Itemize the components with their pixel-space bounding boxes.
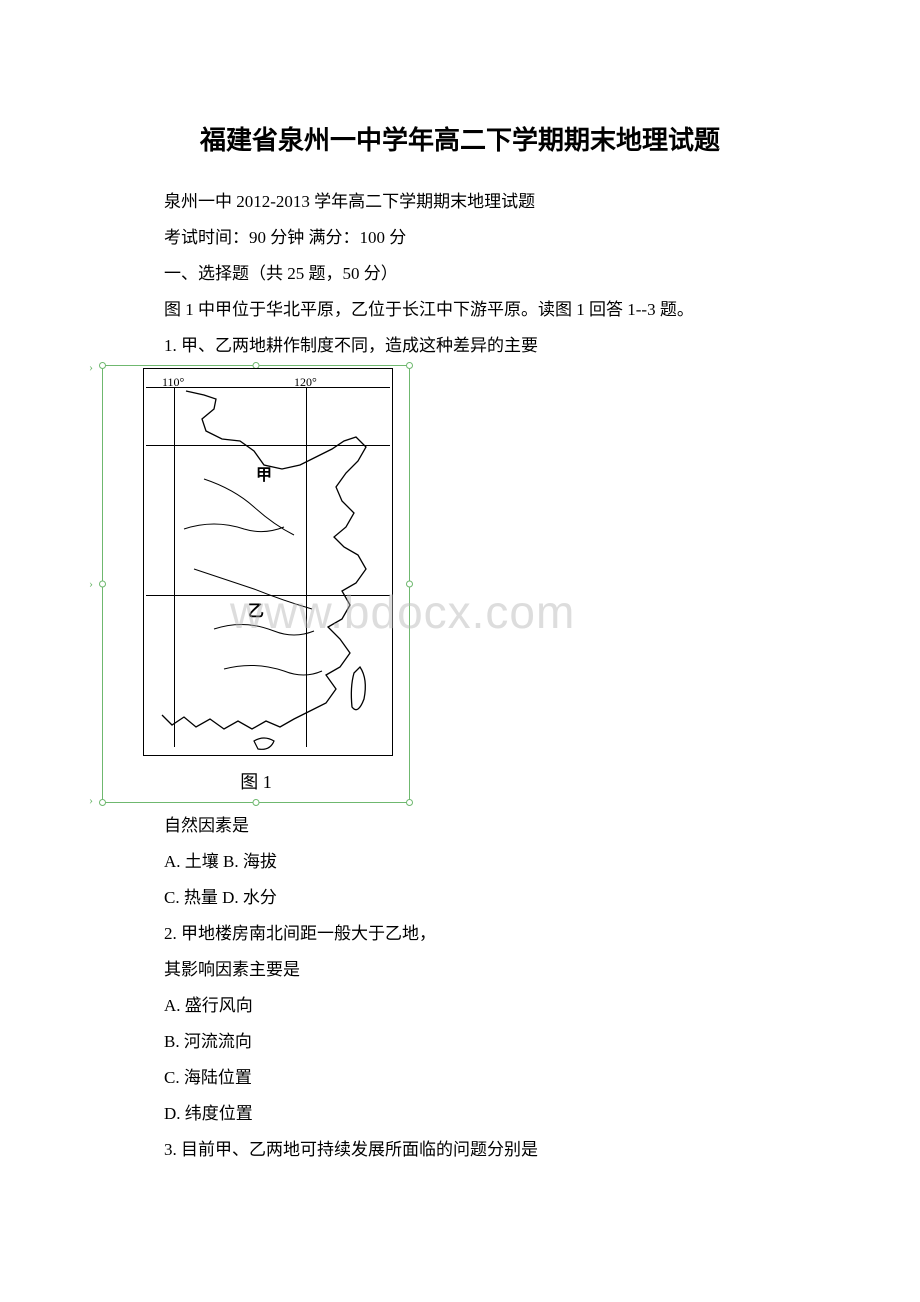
map-image: 110° 120° 40° 30°	[143, 368, 393, 756]
line-15: 3. 目前甲、乙两地可持续发展所面临的问题分别是	[130, 1133, 790, 1167]
page-title: 福建省泉州一中学年高二下学期期末地理试题	[130, 120, 790, 157]
line-11: A. 盛行风向	[130, 989, 790, 1023]
figure-label: 图 1	[103, 768, 409, 794]
line-10: 其影响因素主要是	[130, 953, 790, 987]
line-7: A. 土壤 B. 海拔	[130, 845, 790, 879]
line-3: 一、选择题（共 25 题，50 分）	[130, 257, 790, 291]
label-jia: 甲	[256, 461, 272, 485]
line-1: 泉州一中 2012-2013 学年高二下学期期末地理试题	[130, 185, 790, 219]
line-13: C. 海陆位置	[130, 1061, 790, 1095]
line-2: 考试时间：90 分钟 满分：100 分	[130, 221, 790, 255]
line-9: 2. 甲地楼房南北间距一般大于乙地，	[130, 917, 790, 951]
label-yi: 乙	[248, 597, 264, 621]
line-12: B. 河流流向	[130, 1025, 790, 1059]
line-5: 1. 甲、乙两地耕作制度不同，造成这种差异的主要	[130, 329, 790, 363]
line-4: 图 1 中甲位于华北平原，乙位于长江中下游平原。读图 1 回答 1--3 题。	[130, 293, 790, 327]
line-8: C. 热量 D. 水分	[130, 881, 790, 915]
figure-1: 110° 120° 40° 30°	[102, 365, 790, 803]
line-6: 自然因素是	[130, 809, 790, 843]
line-14: D. 纬度位置	[130, 1097, 790, 1131]
